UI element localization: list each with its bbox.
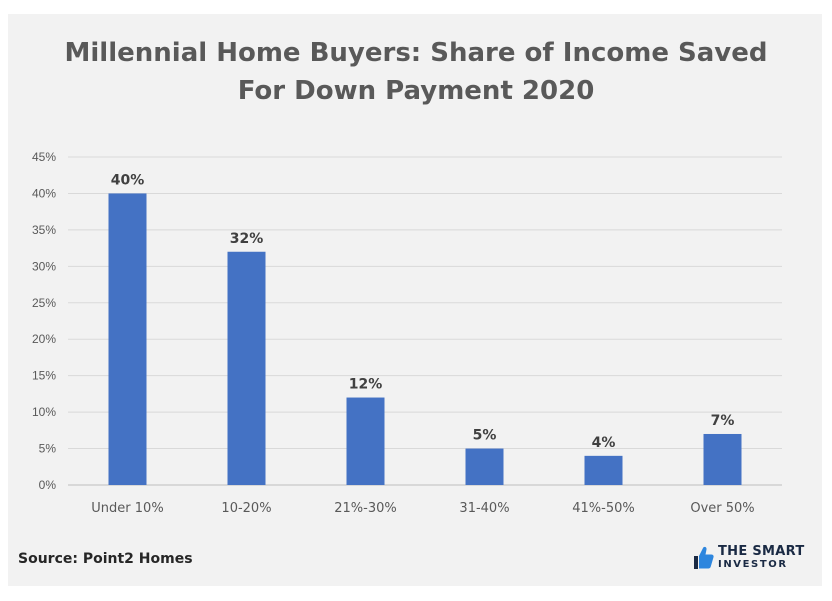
source-note: Source: Point2 Homes	[18, 551, 193, 567]
y-tick-label: 15%	[32, 369, 56, 383]
y-axis-tick-labels: 0% 5% 10% 15% 20% 25% 30% 35% 40% 45%	[32, 150, 56, 492]
data-label: 5%	[473, 428, 497, 444]
x-tick-label: 31-40%	[459, 501, 509, 516]
chart-title-line-2: For Down Payment 2020	[237, 76, 595, 106]
data-label: 32%	[230, 231, 264, 247]
x-tick-label: 10-20%	[221, 501, 271, 516]
bar	[227, 251, 266, 485]
data-label: 4%	[592, 435, 616, 451]
y-tick-label: 40%	[32, 186, 56, 200]
brand-logo: THE SMART INVESTOR	[692, 545, 805, 571]
bars	[108, 193, 742, 485]
bar	[703, 433, 742, 485]
y-tick-label: 25%	[32, 296, 56, 310]
y-tick-label: 10%	[32, 405, 56, 419]
bar	[584, 455, 623, 485]
y-tick-label: 5%	[39, 442, 57, 456]
data-label: 40%	[111, 172, 145, 188]
x-tick-label: Under 10%	[91, 501, 163, 516]
y-tick-label: 20%	[32, 332, 56, 346]
gridlines	[68, 156, 782, 486]
x-tick-label: Over 50%	[690, 501, 754, 516]
chart-title-line-1: Millennial Home Buyers: Share of Income …	[64, 38, 768, 68]
y-tick-label: 45%	[32, 150, 56, 164]
brand-line-2: INVESTOR	[718, 559, 788, 570]
x-axis-tick-labels: Under 10% 10-20% 21%-30% 31-40% 41%-50% Over …	[91, 501, 754, 516]
x-tick-label: 21%-30%	[334, 501, 396, 516]
brand-line-1: THE SMART	[718, 544, 805, 559]
y-tick-label: 0%	[39, 478, 57, 492]
bar	[346, 397, 385, 485]
data-labels: 40% 32% 12% 5% 4% 7%	[111, 172, 735, 450]
y-tick-label: 30%	[32, 259, 56, 273]
data-label: 12%	[349, 377, 383, 393]
chart-title: Millennial Home Buyers: Share of Income …	[0, 34, 832, 110]
bar	[465, 448, 504, 485]
thumbs-up-icon	[694, 546, 714, 569]
x-tick-label: 41%-50%	[572, 501, 634, 516]
brand-wordmark: THE SMART INVESTOR	[718, 545, 805, 571]
y-tick-label: 35%	[32, 223, 56, 237]
bar	[108, 193, 147, 485]
data-label: 7%	[711, 413, 735, 429]
